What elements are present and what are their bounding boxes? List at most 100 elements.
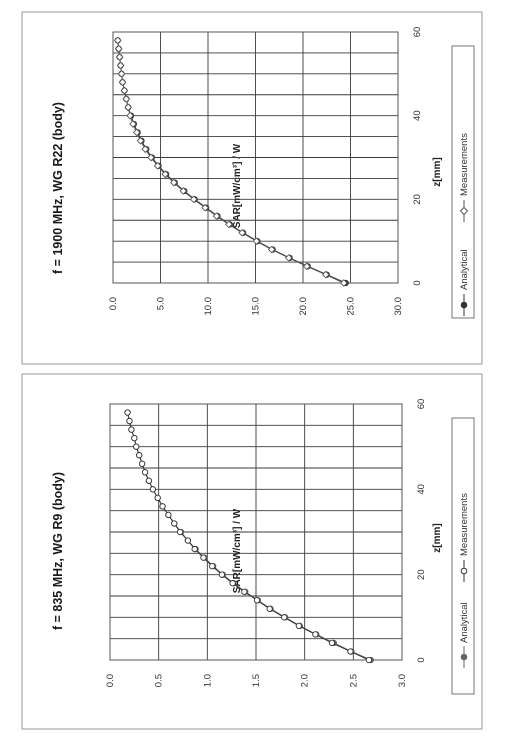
data-point-measurements xyxy=(126,111,134,120)
data-point-measurements xyxy=(191,545,198,553)
data-point-measurements xyxy=(295,622,302,630)
plot-frame xyxy=(112,31,399,284)
y-tick-labels: 0.0 0.5 1.0 1.5 2.0 2.5 3.0 xyxy=(105,674,408,687)
data-point-measurements xyxy=(340,279,348,287)
data-point-measurements xyxy=(132,128,141,137)
data-point-measurements xyxy=(302,262,311,271)
data-point-measurements xyxy=(136,452,143,459)
data-point-measurements xyxy=(154,494,161,502)
data-point-measurements xyxy=(126,417,133,425)
legend-marker-measurements xyxy=(460,567,468,575)
x-axis-label: z[mm] xyxy=(432,157,443,186)
data-point-measurements xyxy=(200,554,207,561)
data-point-measurements xyxy=(229,580,236,587)
data-point-measurements xyxy=(113,36,122,45)
data-marks xyxy=(113,36,349,287)
series-line-measurements xyxy=(127,412,370,661)
grid xyxy=(112,31,399,284)
legend-marker-analytical xyxy=(460,301,468,309)
data-point-measurements xyxy=(238,228,247,237)
data-marks xyxy=(124,409,375,664)
data-point-measurements xyxy=(189,195,198,204)
legend-label-analytical: Analytical xyxy=(459,249,470,290)
legend-box xyxy=(451,417,475,695)
x-tick-label: 20 xyxy=(416,569,427,580)
data-point-measurements xyxy=(169,178,178,187)
data-point-measurements xyxy=(165,511,172,519)
data-point-measurements xyxy=(176,528,184,536)
data-point-measurements xyxy=(266,605,273,612)
data-point-measurements xyxy=(141,469,149,476)
data-point-measurements xyxy=(114,44,123,53)
y-tick-label: 0.5 xyxy=(154,674,165,687)
legend-label-measurements: Measurements xyxy=(459,493,470,556)
y-tick-label: 3.0 xyxy=(397,674,408,687)
x-tick-labels: 0 20 40 60 xyxy=(412,27,423,286)
y-tick-label: 30.0 xyxy=(393,297,404,316)
data-point-measurements xyxy=(347,648,354,655)
y-tick-label: 1.0 xyxy=(202,674,213,687)
data-point-measurements xyxy=(120,86,129,95)
data-point-measurements xyxy=(225,220,233,229)
data-point-measurements xyxy=(153,162,162,170)
legend-label-analytical: Analytical xyxy=(459,602,470,643)
legend-label-measurements: Measurements xyxy=(459,133,470,196)
data-point-measurements xyxy=(128,426,135,433)
x-tick-label: 0 xyxy=(412,280,423,285)
data-point-measurements xyxy=(124,409,131,416)
legend: Analytical Measurements xyxy=(451,417,475,695)
data-point-measurements xyxy=(133,443,140,450)
data-point-measurements xyxy=(159,503,166,510)
data-point-measurements xyxy=(241,588,248,595)
y-tick-label: 2.5 xyxy=(348,674,359,687)
x-tick-label: 0 xyxy=(416,657,427,662)
legend: Analytical Measurements xyxy=(451,45,475,319)
y-axis-label: SAR[mW/cm³] / W xyxy=(232,508,243,593)
y-tick-label: 5.0 xyxy=(156,297,167,310)
x-tick-label: 40 xyxy=(412,110,423,121)
panel-border-1900 xyxy=(21,11,483,365)
y-axis-label: SAR[mW/cm³] / W xyxy=(232,143,243,228)
y-tick-label: 0.0 xyxy=(105,674,116,687)
x-tick-label: 40 xyxy=(416,484,427,495)
x-tick-label: 60 xyxy=(412,27,423,38)
data-point-measurements xyxy=(328,639,336,647)
data-point-measurements xyxy=(136,136,145,145)
data-point-measurements xyxy=(284,254,293,262)
legend-box xyxy=(451,45,475,319)
y-tick-label: 25.0 xyxy=(346,297,357,316)
data-point-measurements xyxy=(131,434,138,442)
data-point-measurements xyxy=(184,537,192,544)
data-point-measurements xyxy=(281,614,288,621)
data-point-measurements xyxy=(312,631,319,638)
data-point-measurements xyxy=(145,477,153,484)
y-tick-label: 1.5 xyxy=(251,674,262,687)
plot-frame xyxy=(109,403,403,661)
data-point-measurements xyxy=(365,656,373,664)
data-point-measurements xyxy=(122,95,131,103)
data-point-measurements xyxy=(321,270,330,279)
data-point-measurements xyxy=(124,103,133,112)
y-tick-label: 2.0 xyxy=(300,674,311,687)
x-tick-label: 20 xyxy=(412,194,423,205)
series-line-analytical xyxy=(127,412,372,661)
y-tick-label: 20.0 xyxy=(298,297,309,316)
legend-marker-measurements xyxy=(459,206,469,216)
data-point-measurements xyxy=(161,170,170,179)
legend-marker-analytical xyxy=(460,653,468,661)
chart-title: f = 835 MHz, WG R9 (body) xyxy=(51,472,65,630)
data-point-measurements xyxy=(129,120,137,128)
data-point-measurements xyxy=(116,61,125,70)
data-point-measurements xyxy=(115,53,124,61)
y-tick-labels: 0.0 5.0 10.0 15.0 20.0 25.0 30.0 xyxy=(108,297,404,316)
data-point-measurements xyxy=(201,203,209,212)
x-tick-label: 60 xyxy=(416,399,427,410)
y-tick-label: 0.0 xyxy=(108,297,119,310)
data-point-measurements xyxy=(171,520,178,527)
data-point-measurements xyxy=(253,597,261,604)
data-point-measurements xyxy=(149,486,156,493)
data-point-measurements xyxy=(117,69,126,78)
chart-title: f = 1900 MHz, WG R22 (body) xyxy=(51,102,65,274)
